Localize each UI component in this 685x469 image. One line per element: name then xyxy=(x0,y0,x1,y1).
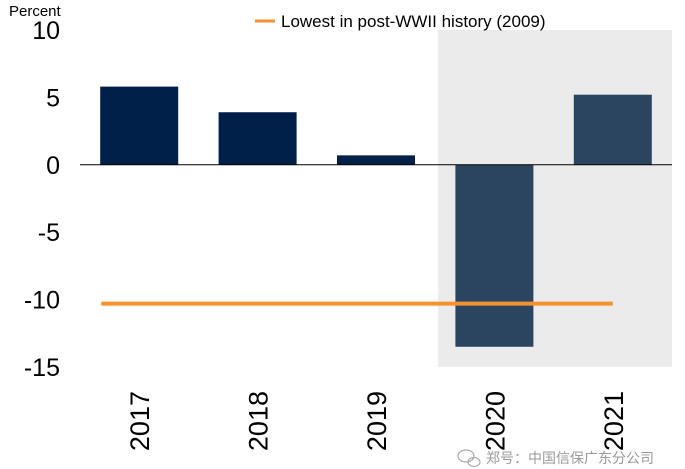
y-tick-label: 5 xyxy=(46,84,60,112)
x-category-label: 2019 xyxy=(362,391,392,451)
x-axis-category-labels: 2017 2018 2019 2020 2021 xyxy=(125,391,629,451)
bars xyxy=(100,86,652,347)
y-tick-label: 0 xyxy=(46,152,60,180)
bar-2021 xyxy=(573,94,652,165)
y-tick-label: -10 xyxy=(24,287,60,315)
y-axis-ticks: 10 5 0 -5 -10 -15 xyxy=(24,17,60,382)
bar-2019 xyxy=(337,155,415,165)
watermark: 郑号：中国信保广东分公司 xyxy=(457,449,654,468)
legend: Lowest in post-WWII history (2009) xyxy=(255,12,546,31)
legend-label: Lowest in post-WWII history (2009) xyxy=(281,12,546,31)
x-category-label: 2018 xyxy=(244,391,274,451)
bar-2020 xyxy=(455,164,534,347)
bar-2018 xyxy=(218,112,297,165)
y-axis-label: Percent xyxy=(9,3,62,20)
watermark-text: 郑号：中国信保广东分公司 xyxy=(486,451,654,467)
bar-2017 xyxy=(100,86,179,165)
x-category-label: 2021 xyxy=(599,391,629,451)
y-tick-label: -5 xyxy=(38,219,60,247)
wechat-logo-icon xyxy=(457,449,481,468)
y-tick-label: -15 xyxy=(24,354,60,382)
x-category-label: 2020 xyxy=(480,391,510,451)
y-tick-label: 10 xyxy=(32,17,60,45)
x-category-label: 2017 xyxy=(125,391,155,451)
